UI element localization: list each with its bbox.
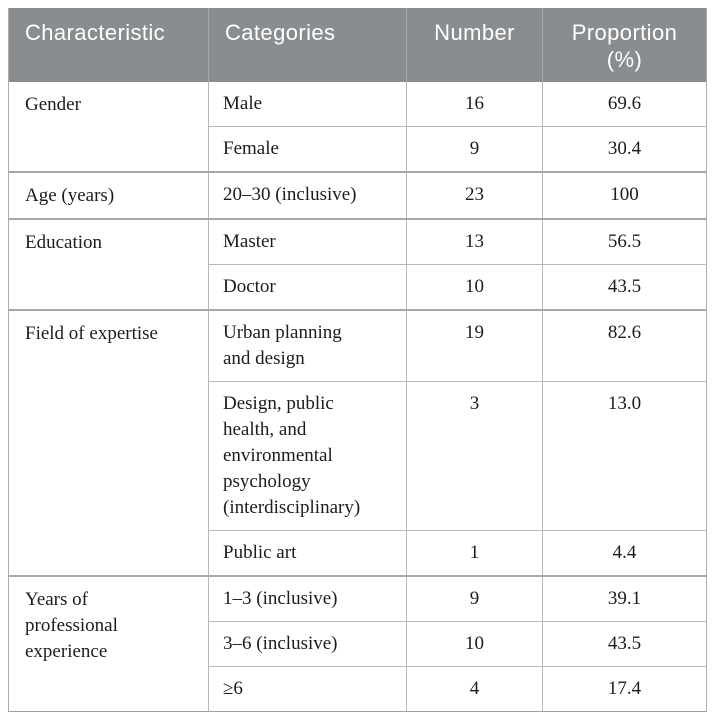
- expert-demographics-table: Characteristic Categories Number Proport…: [8, 8, 707, 712]
- proportion-cell: 56.5: [542, 218, 707, 265]
- column-header-categories: Categories: [208, 8, 407, 82]
- category-cell: Male: [208, 82, 407, 127]
- proportion-cell: 39.1: [542, 575, 707, 622]
- characteristic-cell-experience: Years of professional experience: [8, 575, 209, 712]
- characteristic-cell-education: Education: [8, 218, 209, 310]
- table-row: Design, public health, and environmental…: [9, 381, 707, 531]
- table-row: Doctor 10 43.5: [9, 264, 707, 310]
- proportion-cell: 82.6: [542, 309, 707, 382]
- category-cell: Urban planning and design: [208, 309, 407, 382]
- table-row: Years of professional experience 1–3 (in…: [8, 575, 707, 712]
- proportion-cell: 100: [542, 171, 707, 219]
- category-cell: Master: [208, 218, 407, 265]
- number-cell: 3: [406, 381, 543, 531]
- column-header-characteristic: Characteristic: [8, 8, 209, 82]
- category-cell: 3–6 (inclusive): [208, 621, 407, 667]
- category-cell: Female: [208, 126, 407, 172]
- table-body: Gender Male 16 69.6 Female 9 30.4 Age (y…: [8, 82, 707, 712]
- table-row: ≥6 4 17.4: [9, 666, 707, 712]
- number-cell: 10: [406, 264, 543, 310]
- table-header: Characteristic Categories Number Proport…: [8, 8, 707, 82]
- category-cell: Doctor: [208, 264, 407, 310]
- table-row: 3–6 (inclusive) 10 43.5: [9, 621, 707, 667]
- proportion-cell: 69.6: [542, 82, 707, 127]
- characteristic-cell-age: Age (years): [8, 171, 209, 219]
- number-cell: 9: [406, 126, 543, 172]
- column-header-proportion: Proportion (%): [542, 8, 707, 82]
- proportion-cell: 4.4: [542, 530, 707, 576]
- number-cell: 16: [406, 82, 543, 127]
- number-cell: 23: [406, 171, 543, 219]
- number-cell: 9: [406, 575, 543, 622]
- number-cell: 10: [406, 621, 543, 667]
- table-row: Female 9 30.4: [9, 126, 707, 172]
- table-row: Gender Male 16 69.6: [8, 82, 707, 172]
- proportion-cell: 30.4: [542, 126, 707, 172]
- category-cell: Design, public health, and environmental…: [208, 381, 407, 531]
- number-cell: 19: [406, 309, 543, 382]
- table-row: Field of expertise Urban planning and de…: [8, 309, 707, 576]
- table-row: Age (years) 20–30 (inclusive) 23 100: [8, 171, 707, 219]
- table-row: Public art 1 4.4: [9, 530, 707, 576]
- category-cell: Public art: [208, 530, 407, 576]
- number-cell: 4: [406, 666, 543, 712]
- proportion-cell: 43.5: [542, 264, 707, 310]
- characteristic-cell-field: Field of expertise: [8, 309, 209, 576]
- column-header-number: Number: [406, 8, 543, 82]
- table-row: Education Master 13 56.5: [8, 218, 707, 310]
- proportion-cell: 17.4: [542, 666, 707, 712]
- number-cell: 1: [406, 530, 543, 576]
- number-cell: 13: [406, 218, 543, 265]
- proportion-cell: 43.5: [542, 621, 707, 667]
- proportion-cell: 13.0: [542, 381, 707, 531]
- characteristic-cell-gender: Gender: [8, 82, 209, 172]
- category-cell: ≥6: [208, 666, 407, 712]
- category-cell: 20–30 (inclusive): [208, 171, 407, 219]
- header-row: Characteristic Categories Number Proport…: [8, 8, 707, 82]
- category-cell: 1–3 (inclusive): [208, 575, 407, 622]
